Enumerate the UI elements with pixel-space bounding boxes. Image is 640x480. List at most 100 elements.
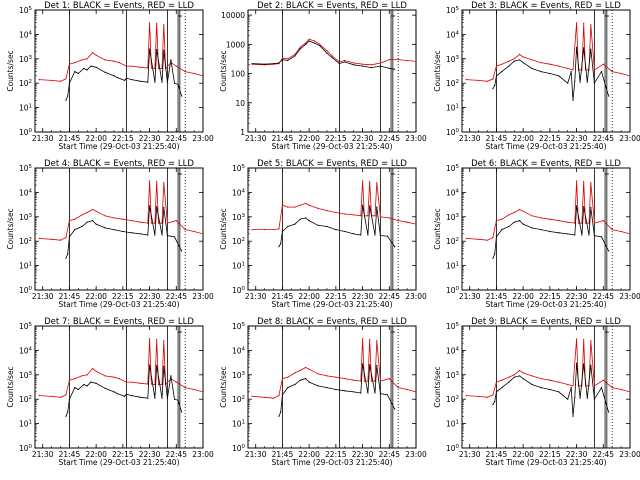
x-tick-label: 23:00 (405, 450, 427, 459)
data-point-lld (51, 395, 53, 397)
data-point-events (173, 236, 176, 238)
series-line-events (252, 40, 395, 70)
data-point-events (319, 45, 321, 47)
data-point-lld (68, 379, 70, 381)
data-point-events (608, 95, 610, 97)
data-point-lld (501, 63, 503, 65)
data-point-lld (465, 237, 467, 239)
data-point-lld (531, 215, 533, 217)
data-point-lld (150, 67, 152, 69)
data-point-events (104, 71, 106, 73)
data-point-lld (465, 79, 467, 81)
data-point-lld (308, 38, 310, 40)
x-tick-label: 22:00 (298, 134, 320, 143)
data-point-lld (335, 376, 337, 378)
data-point-lld (611, 229, 613, 231)
x-tick-label: 22:45 (165, 292, 187, 301)
data-point-lld (486, 396, 489, 398)
x-tick-label: 22:45 (592, 134, 614, 143)
data-point-lld (251, 395, 253, 397)
data-point-lld (122, 218, 124, 220)
data-point-events (590, 364, 592, 366)
x-tick-label: 22:45 (378, 134, 400, 143)
data-point-events (567, 82, 569, 84)
data-point-lld (161, 67, 163, 70)
y-tick-label: 105 (232, 322, 246, 331)
y-tick-label: 104 (446, 188, 460, 197)
x-tick-label: 21:45 (59, 292, 81, 301)
data-point-lld (38, 395, 40, 397)
data-point-events (140, 80, 142, 82)
chart-title: Det 9: BLACK = Events, RED = LLD (471, 317, 621, 327)
data-point-lld (150, 383, 152, 385)
y-tick-label: 100 (19, 128, 33, 137)
data-point-events (104, 227, 106, 229)
data-point-events (335, 388, 337, 391)
data-point-lld (406, 59, 408, 62)
chart-title: Det 6: BLACK = Events, RED = LLD (471, 159, 621, 169)
x-axis-label: Start Time (29-Oct-03 21:25:40) (271, 458, 392, 467)
data-point-events (95, 223, 97, 225)
data-point-lld (308, 204, 310, 206)
data-point-lld (281, 204, 283, 206)
data-point-lld (113, 376, 115, 378)
data-point-lld (540, 378, 542, 380)
x-tick-label: 22:00 (85, 134, 107, 143)
data-point-lld (59, 396, 62, 398)
data-point-events (154, 234, 156, 236)
data-point-events (104, 387, 106, 389)
plot-frame (247, 167, 417, 291)
x-tick-label: 21:30 (459, 134, 481, 143)
detector-panel-9: Det 9: BLACK = Events, RED = LLD 21:30 21:… (433, 317, 640, 467)
data-point-events (264, 63, 266, 65)
data-point-events (122, 230, 124, 233)
data-point-lld (59, 80, 62, 82)
data-point-events (116, 77, 119, 79)
data-point-events (154, 81, 156, 83)
x-tick-label: 21:30 (245, 292, 267, 301)
data-point-events (177, 399, 179, 401)
data-point-lld (202, 75, 203, 77)
x-tick-label: 22:15 (325, 450, 347, 459)
data-point-events (281, 394, 283, 396)
data-point-events (280, 411, 282, 413)
data-point-lld (184, 71, 186, 73)
data-point-events (77, 72, 79, 75)
data-point-lld (95, 54, 97, 56)
y-tick-label: 102 (446, 395, 459, 404)
x-tick-label: 23:00 (405, 292, 427, 301)
data-point-events (522, 223, 524, 225)
data-point-lld (281, 378, 283, 380)
data-point-lld (388, 217, 390, 219)
data-point-events (360, 392, 362, 394)
data-point-events (156, 48, 158, 51)
data-point-events (600, 71, 603, 73)
data-point-events (90, 381, 92, 383)
data-point-events (335, 229, 337, 231)
data-point-lld (574, 222, 576, 224)
data-point-lld (308, 368, 310, 370)
data-point-lld (294, 53, 296, 56)
y-tick-label: 101 (19, 104, 32, 113)
chart-title: Det 4: BLACK = Events, RED = LLD (44, 159, 194, 169)
data-point-lld (549, 218, 551, 220)
data-point-lld (193, 230, 195, 233)
y-tick-label: 10 (235, 99, 245, 108)
data-point-lld (367, 380, 369, 382)
data-point-lld (326, 50, 328, 52)
data-point-lld (620, 230, 622, 233)
data-point-lld (68, 63, 70, 65)
data-point-lld (379, 62, 381, 64)
data-point-lld (522, 56, 524, 58)
y-tick-label: 101 (446, 104, 459, 113)
x-tick-label: 22:30 (352, 134, 374, 143)
y-tick-label: 101 (232, 262, 245, 271)
data-point-events (67, 95, 69, 97)
series-line-lld (39, 180, 203, 241)
data-point-lld (156, 22, 158, 25)
data-point-lld (558, 381, 560, 383)
data-point-lld (74, 62, 76, 64)
data-point-events (125, 77, 127, 79)
data-point-events (519, 375, 521, 377)
data-point-events (125, 393, 127, 395)
